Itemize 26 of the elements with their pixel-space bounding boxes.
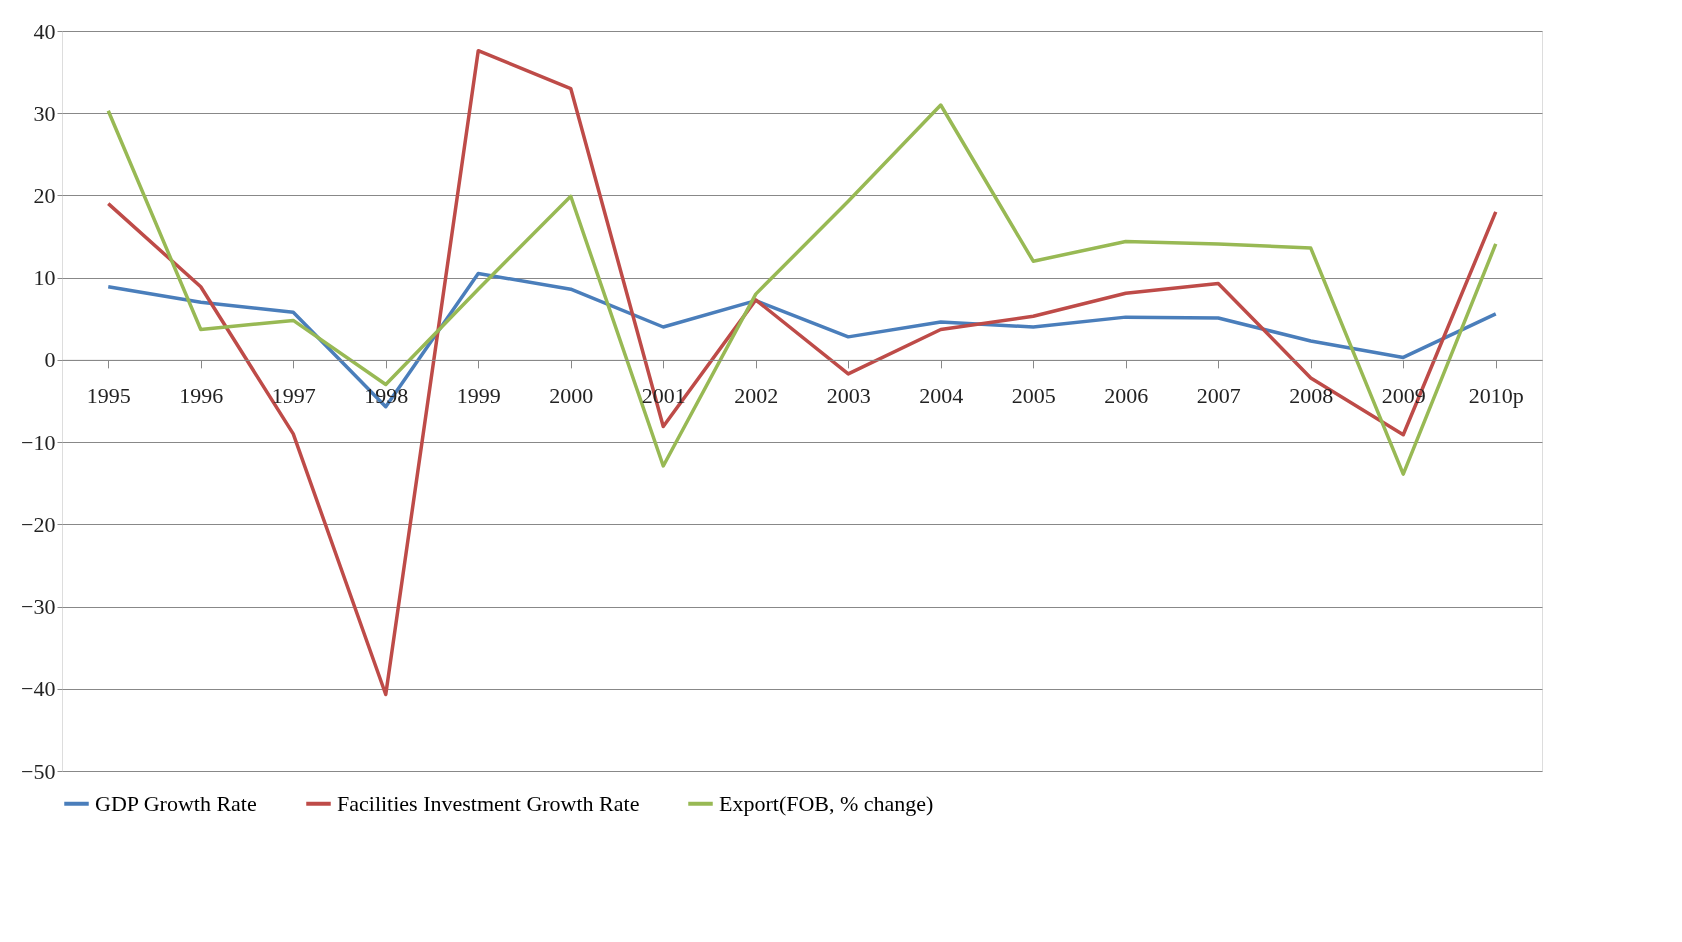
legend-label: GDP Growth Rate: [95, 790, 257, 816]
x-tick-label: 2010p: [1468, 383, 1524, 409]
legend-label: Export(FOB, % change): [719, 790, 934, 816]
x-tick-label: 2006: [1104, 383, 1149, 409]
x-tick-label: 2003: [826, 383, 871, 409]
x-tick-label: 1997: [271, 383, 316, 409]
x-tick-label: 1995: [86, 383, 131, 409]
y-tick-label: −20: [21, 511, 56, 537]
legend-label: Facilities Investment Growth Rate: [337, 790, 640, 816]
x-tick-label: 1996: [179, 383, 224, 409]
x-tick-label: 1999: [456, 383, 501, 409]
y-tick-label: 40: [33, 18, 56, 44]
x-tick-label: 2008: [1289, 383, 1334, 409]
y-tick-label: 30: [33, 100, 56, 126]
y-tick-label: 0: [44, 347, 56, 373]
x-tick-label: 2004: [919, 383, 964, 409]
y-tick-label: 10: [33, 265, 56, 291]
x-tick-label: 2000: [549, 383, 594, 409]
y-tick-label: −50: [21, 758, 56, 784]
x-tick-label: 2002: [734, 383, 779, 409]
x-tick-label: 2005: [1011, 383, 1056, 409]
y-tick-label: −40: [21, 676, 56, 702]
y-tick-label: 20: [33, 182, 56, 208]
y-tick-label: −10: [21, 429, 56, 455]
y-tick-label: −30: [21, 594, 56, 620]
x-tick-label: 2007: [1196, 383, 1241, 409]
